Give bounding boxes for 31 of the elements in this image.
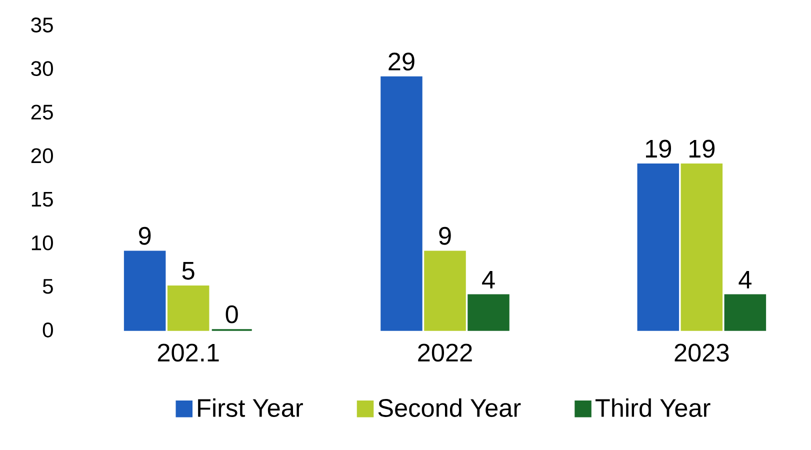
y-tick-label: 10 <box>32 235 53 250</box>
bar <box>637 164 680 331</box>
x-tick-label: 2022 <box>418 344 472 362</box>
bar <box>167 286 210 331</box>
y-tick-label: 15 <box>32 192 53 207</box>
bar <box>124 250 166 331</box>
data-label: 19 <box>646 140 672 158</box>
y-tick-label: 35 <box>31 18 53 32</box>
data-label: 9 <box>439 226 451 245</box>
data-label: 19 <box>690 140 715 158</box>
data-label: 4 <box>738 270 752 288</box>
bar <box>680 164 723 331</box>
data-label: 5 <box>182 262 194 280</box>
data-label: 4 <box>482 270 495 288</box>
bar <box>724 294 766 331</box>
bar <box>380 76 422 331</box>
data-label: 29 <box>388 52 414 71</box>
y-tick-label: 25 <box>31 104 53 120</box>
x-tick-label: 202.1 <box>158 344 219 362</box>
data-label: 9 <box>138 226 151 245</box>
data-label: 0 <box>226 305 238 324</box>
x-tick-label: 2023 <box>674 344 729 362</box>
legend-label: First Year <box>198 398 303 417</box>
bar <box>468 294 510 331</box>
y-tick-label: 30 <box>31 61 53 76</box>
legend-label: Second Year <box>378 398 521 417</box>
y-tick-label: 0 <box>42 322 53 338</box>
legend-label: Third Year <box>596 398 710 417</box>
y-tick-label: 5 <box>42 279 53 294</box>
y-tick-label: 20 <box>31 148 53 164</box>
bar <box>424 250 466 331</box>
